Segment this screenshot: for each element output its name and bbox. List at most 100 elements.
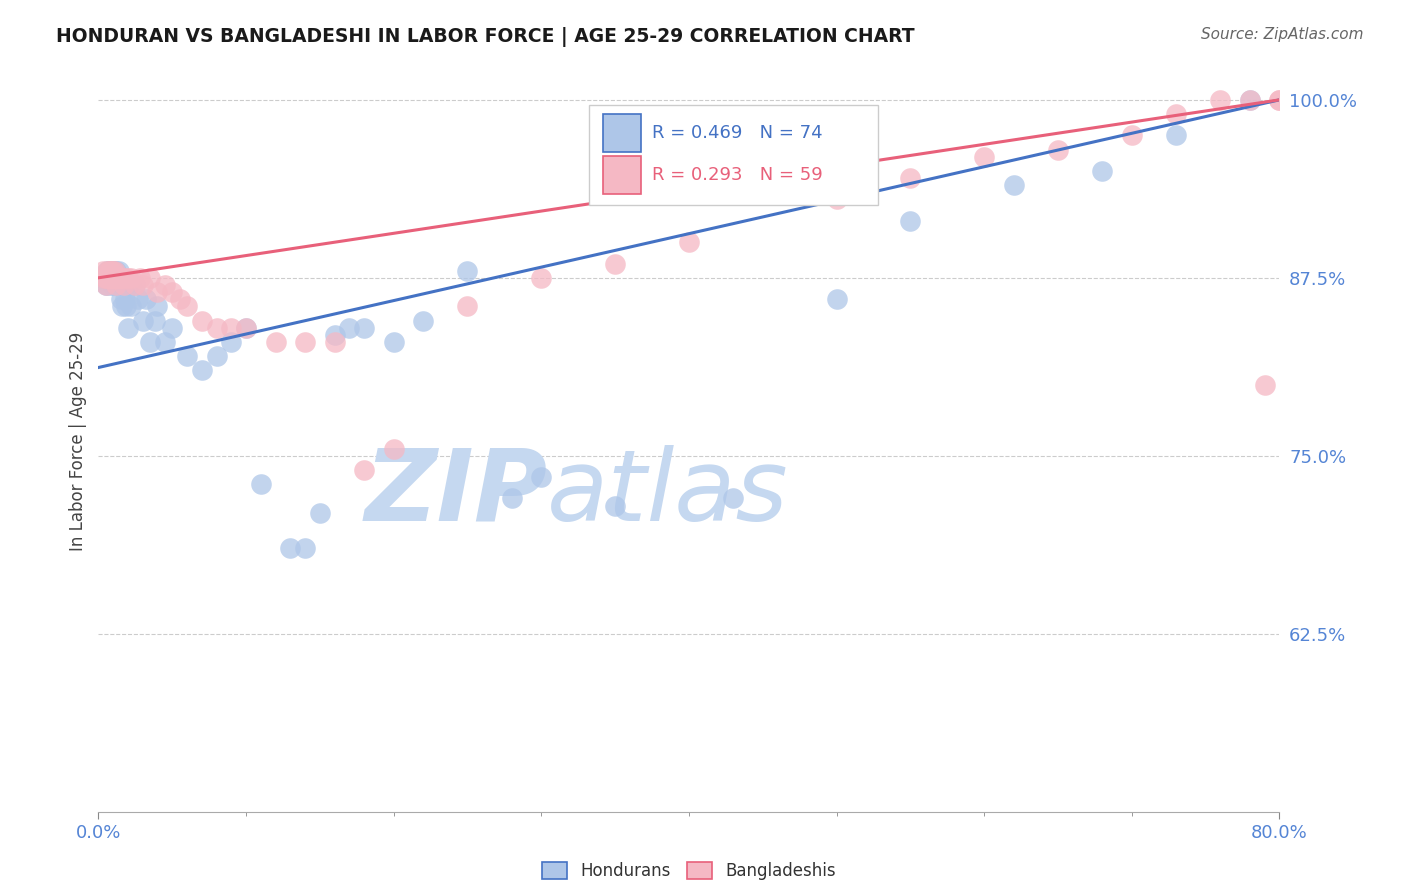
Point	[323, 327, 346, 342]
Point	[110, 270, 132, 285]
Point	[973, 150, 995, 164]
Point	[191, 313, 214, 327]
Point	[103, 270, 125, 285]
Point	[146, 285, 169, 299]
Point	[205, 349, 228, 363]
Point	[118, 277, 141, 292]
Point	[205, 320, 228, 334]
Point	[339, 320, 361, 334]
Point	[132, 277, 155, 292]
Point	[280, 541, 302, 556]
Point	[104, 270, 127, 285]
Point	[120, 270, 142, 285]
Point	[98, 270, 121, 285]
Point	[176, 299, 198, 313]
Point	[382, 334, 405, 349]
Text: R = 0.293   N = 59: R = 0.293 N = 59	[652, 166, 823, 184]
Text: atlas: atlas	[547, 445, 789, 541]
Text: ZIP: ZIP	[364, 445, 547, 541]
Point	[900, 214, 922, 228]
Point	[153, 334, 176, 349]
Point	[143, 313, 166, 327]
Point	[127, 292, 149, 306]
Point	[128, 270, 150, 285]
Point	[100, 270, 122, 285]
Point	[825, 292, 848, 306]
Point	[1239, 93, 1261, 107]
Point	[1121, 128, 1143, 143]
Point	[1209, 93, 1232, 107]
Point	[124, 277, 146, 292]
Point	[97, 263, 120, 277]
Point	[1091, 164, 1114, 178]
Point	[412, 313, 434, 327]
Point	[294, 334, 316, 349]
Point	[94, 277, 117, 292]
Point	[100, 270, 122, 285]
Point	[103, 263, 125, 277]
Point	[107, 270, 129, 285]
Point	[678, 235, 700, 250]
Point	[1268, 93, 1291, 107]
Point	[250, 477, 273, 491]
Point	[103, 270, 125, 285]
Point	[105, 270, 128, 285]
Point	[104, 263, 127, 277]
Point	[117, 320, 139, 334]
Point	[605, 256, 627, 270]
Point	[114, 292, 136, 306]
Point	[530, 270, 553, 285]
Point	[309, 506, 332, 520]
Point	[105, 270, 128, 285]
Point	[103, 270, 125, 285]
Point	[457, 299, 479, 313]
Point	[120, 299, 142, 313]
Point	[94, 277, 117, 292]
Point	[91, 270, 114, 285]
Point	[108, 270, 131, 285]
Point	[124, 277, 146, 292]
Point	[117, 270, 139, 285]
Point	[1254, 377, 1277, 392]
Point	[97, 263, 120, 277]
Point	[264, 334, 287, 349]
Point	[382, 442, 405, 456]
Text: R = 0.469   N = 74: R = 0.469 N = 74	[652, 124, 823, 142]
Bar	[603, 113, 641, 152]
Point	[1002, 178, 1025, 193]
Point	[1046, 143, 1070, 157]
Point	[112, 277, 135, 292]
Point	[501, 491, 523, 506]
Point	[353, 320, 375, 334]
Point	[353, 463, 375, 477]
Point	[97, 270, 120, 285]
Point	[235, 320, 257, 334]
Point	[97, 270, 120, 285]
Point	[100, 263, 122, 277]
Point	[97, 270, 120, 285]
Point	[112, 277, 135, 292]
Point	[162, 320, 183, 334]
Point	[93, 270, 115, 285]
Point	[723, 491, 745, 506]
Legend: Hondurans, Bangladeshis: Hondurans, Bangladeshis	[533, 854, 845, 888]
Point	[104, 270, 127, 285]
Point	[605, 499, 627, 513]
Point	[111, 299, 134, 313]
Point	[98, 270, 121, 285]
Point	[221, 320, 243, 334]
Point	[1268, 93, 1291, 107]
Point	[176, 349, 198, 363]
Point	[103, 263, 125, 277]
Point	[103, 270, 125, 285]
Point	[1166, 128, 1188, 143]
Point	[1166, 107, 1188, 121]
Point	[103, 277, 125, 292]
Point	[530, 470, 553, 484]
Point	[108, 263, 131, 277]
Point	[132, 313, 155, 327]
Point	[94, 270, 117, 285]
Text: Source: ZipAtlas.com: Source: ZipAtlas.com	[1201, 27, 1364, 42]
Point	[457, 263, 479, 277]
Point	[104, 263, 127, 277]
